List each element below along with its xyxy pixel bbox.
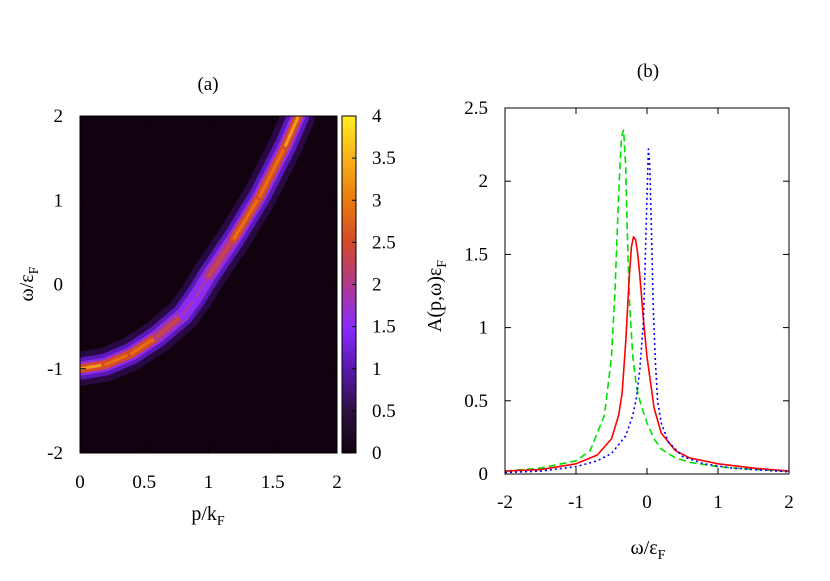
- y-tick-label: 2: [54, 106, 64, 127]
- colorbar: 0 0.5 1 1.5 2 2.5 3 3.5 4: [341, 106, 396, 464]
- x-tick-label: 0: [642, 492, 652, 513]
- x-tick-label: 1.5: [261, 472, 285, 493]
- y-tick-label: 0: [479, 464, 489, 485]
- panel-a-y-ticks: -2 -1 0 1 2: [47, 106, 337, 464]
- panel-b-y-label: A(p,ω)εF: [424, 260, 450, 332]
- y-tick-label: 2.5: [464, 98, 488, 119]
- colorbar-tick-label: 0: [372, 443, 382, 464]
- y-tick-label: -2: [47, 443, 63, 464]
- y-tick-label: 2: [479, 171, 489, 192]
- heatmap-ridge: [80, 116, 303, 374]
- x-tick-label: -1: [568, 492, 584, 513]
- heatmap-ridge-core: [258, 143, 288, 198]
- heatmap-ridge-core: [207, 236, 236, 278]
- panel-a: (a) 0 0.5 1 1.5 2 -2 -1 0 1 2 p/kF ω/εF 0 0.5 1 1.5…: [16, 74, 396, 529]
- y-tick-label: 1: [54, 190, 64, 211]
- panel-b-series: [504, 129, 790, 474]
- colorbar-tick-label: 2: [372, 275, 382, 296]
- series-line-dotted: [504, 148, 790, 474]
- heatmap-ridge-core: [232, 194, 262, 240]
- panel-b-ticks: -2 -1 0 1 2 0 0.5 1 1.5 2 2.5: [464, 98, 794, 513]
- heatmap: [79, 115, 338, 454]
- x-tick-label: 2: [332, 472, 342, 493]
- colorbar-tick-label: 0.5: [372, 401, 396, 422]
- x-tick-label: -2: [497, 492, 513, 513]
- series-line-solid: [504, 236, 790, 472]
- y-tick-label: -1: [47, 359, 63, 380]
- panel-b-frame: [504, 107, 790, 475]
- panel-a-x-label: p/kF: [191, 503, 225, 529]
- panel-b: (b) -2 -1 0 1 2 0 0.5 1 1.5 2 2.5 ω/εF A(p,ω)εF: [424, 61, 794, 563]
- x-tick-label: 1: [204, 472, 214, 493]
- x-tick-label: 0: [75, 472, 85, 493]
- y-tick-label: 1.5: [464, 244, 488, 265]
- panel-b-title: (b): [637, 61, 659, 82]
- x-tick-label: 2: [784, 492, 794, 513]
- colorbar-tick-label: 2.5: [372, 232, 396, 253]
- panel-a-y-label: ω/εF: [16, 266, 42, 301]
- colorbar-tick-label: 1.5: [372, 317, 396, 338]
- x-tick-label: 0.5: [132, 472, 156, 493]
- x-tick-label: 1: [713, 492, 723, 513]
- colorbar-tick-label: 4: [372, 106, 382, 127]
- colorbar-tick-label: 1: [372, 359, 382, 380]
- colorbar-tick-label: 3: [372, 190, 382, 211]
- y-tick-label: 0.5: [464, 391, 488, 412]
- heatmap-ridge-core: [129, 335, 159, 356]
- y-tick-label: 1: [479, 318, 489, 339]
- panel-a-x-ticks: 0 0.5 1 1.5 2: [75, 116, 342, 493]
- heatmap-ridge-core: [104, 352, 133, 367]
- series-line-dashed: [504, 129, 790, 472]
- panel-b-x-label: ω/εF: [631, 537, 666, 563]
- colorbar-ticks: 0 0.5 1 1.5 2 2.5 3 3.5 4: [352, 106, 396, 464]
- heatmap-ridge-core: [155, 313, 185, 339]
- y-tick-label: 0: [54, 275, 64, 296]
- panel-a-title: (a): [197, 74, 218, 95]
- heatmap-ridge-core: [284, 116, 300, 147]
- colorbar-tick-label: 3.5: [372, 148, 396, 169]
